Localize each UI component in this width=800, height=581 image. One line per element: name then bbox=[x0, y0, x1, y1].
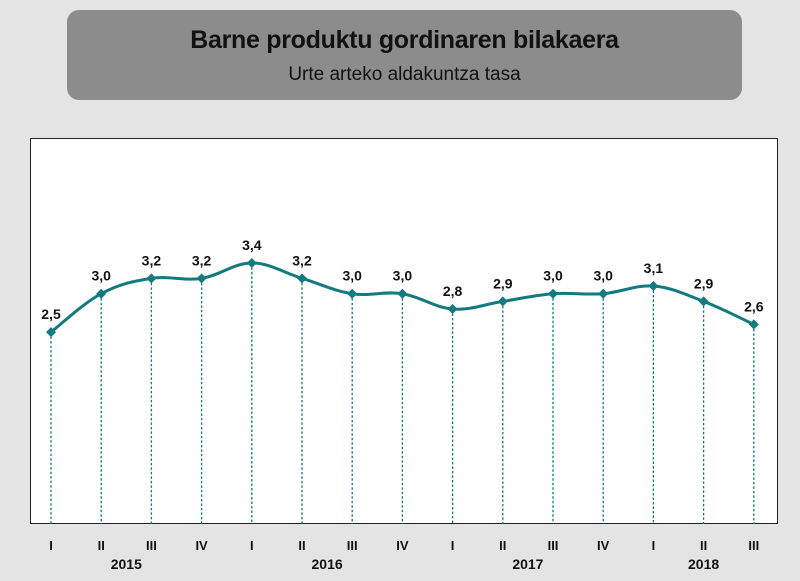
data-point-3 bbox=[196, 273, 207, 284]
data-point-2 bbox=[146, 273, 157, 284]
x-tick-label-4: I bbox=[250, 538, 254, 553]
x-tick-label-8: I bbox=[451, 538, 455, 553]
data-label-7: 3,0 bbox=[393, 268, 413, 284]
x-tick-label-13: II bbox=[700, 538, 707, 553]
data-label-12: 3,1 bbox=[644, 260, 664, 276]
data-label-3: 3,2 bbox=[192, 252, 212, 268]
x-tick-label-0: I bbox=[49, 538, 53, 553]
x-tick-label-7: IV bbox=[396, 538, 409, 553]
x-tick-label-3: IV bbox=[195, 538, 208, 553]
x-tick-label-11: IV bbox=[597, 538, 610, 553]
chart-subtitle: Urte arteko aldakuntza tasa bbox=[288, 64, 521, 85]
year-label-2016: 2016 bbox=[312, 556, 343, 572]
data-point-12 bbox=[648, 281, 659, 292]
data-label-5: 3,2 bbox=[292, 252, 312, 268]
data-point-13 bbox=[698, 296, 709, 307]
x-tick-label-14: III bbox=[748, 538, 759, 553]
data-point-11 bbox=[598, 288, 609, 299]
data-point-10 bbox=[548, 288, 558, 299]
data-label-13: 2,9 bbox=[694, 275, 714, 291]
x-tick-label-1: II bbox=[98, 538, 105, 553]
data-point-1 bbox=[96, 288, 107, 299]
data-label-11: 3,0 bbox=[593, 268, 613, 284]
year-label-2015: 2015 bbox=[111, 556, 142, 572]
title-box: Barne produktu gordinaren bilakaera Urte… bbox=[67, 10, 742, 100]
data-label-2: 3,2 bbox=[142, 252, 162, 268]
data-point-0 bbox=[46, 327, 56, 338]
data-label-6: 3,0 bbox=[342, 268, 362, 284]
year-label-2017: 2017 bbox=[512, 556, 543, 572]
x-tick-label-9: II bbox=[499, 538, 506, 553]
data-label-10: 3,0 bbox=[543, 268, 563, 284]
data-point-7 bbox=[397, 288, 408, 299]
data-point-9 bbox=[497, 296, 508, 307]
data-label-9: 2,9 bbox=[493, 275, 513, 291]
data-point-6 bbox=[347, 288, 358, 299]
data-point-14 bbox=[748, 319, 759, 330]
data-label-0: 2,5 bbox=[41, 306, 61, 322]
data-point-8 bbox=[447, 304, 458, 315]
x-tick-label-6: III bbox=[347, 538, 358, 553]
data-label-1: 3,0 bbox=[91, 268, 111, 284]
data-point-4 bbox=[246, 258, 257, 268]
chart-title: Barne produktu gordinaren bilakaera bbox=[190, 26, 619, 54]
x-tick-label-2: III bbox=[146, 538, 157, 553]
x-tick-label-10: III bbox=[548, 538, 559, 553]
data-label-14: 2,6 bbox=[744, 298, 764, 314]
data-label-4: 3,4 bbox=[242, 237, 262, 253]
x-tick-label-5: II bbox=[298, 538, 305, 553]
data-label-8: 2,8 bbox=[443, 283, 463, 299]
plot-area bbox=[30, 138, 778, 524]
x-tick-label-12: I bbox=[652, 538, 656, 553]
year-label-2018: 2018 bbox=[688, 556, 719, 572]
data-point-5 bbox=[297, 273, 307, 284]
